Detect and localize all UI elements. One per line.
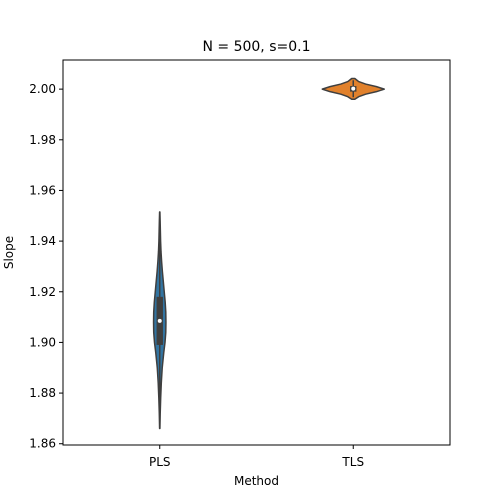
- y-tick-label: 1.96: [29, 183, 56, 197]
- y-tick-label: 1.90: [29, 335, 56, 349]
- y-tick-label: 1.86: [29, 437, 56, 451]
- x-tick-label: TLS: [341, 455, 364, 469]
- median-dot-tls: [351, 86, 356, 91]
- y-tick-label: 1.98: [29, 133, 56, 147]
- y-tick-label: 1.88: [29, 386, 56, 400]
- chart-title: N = 500, s=0.1: [202, 39, 310, 55]
- plot-area-frame: [62, 59, 451, 446]
- y-axis-title: Slope: [2, 236, 16, 269]
- y-tick-label: 1.94: [29, 234, 56, 248]
- y-tick-label: 2.00: [29, 82, 56, 96]
- x-axis-title: Method: [234, 474, 279, 488]
- y-axis-ticks: 1.86 1.88 1.90 1.92 1.94 1.96 1.98 2.00: [29, 82, 63, 451]
- x-tick-label: PLS: [149, 455, 171, 469]
- y-tick-label: 1.92: [29, 285, 56, 299]
- median-dot-pls: [157, 318, 162, 323]
- violins-layer: [152, 77, 385, 430]
- x-axis-ticks: PLS TLS: [149, 445, 364, 469]
